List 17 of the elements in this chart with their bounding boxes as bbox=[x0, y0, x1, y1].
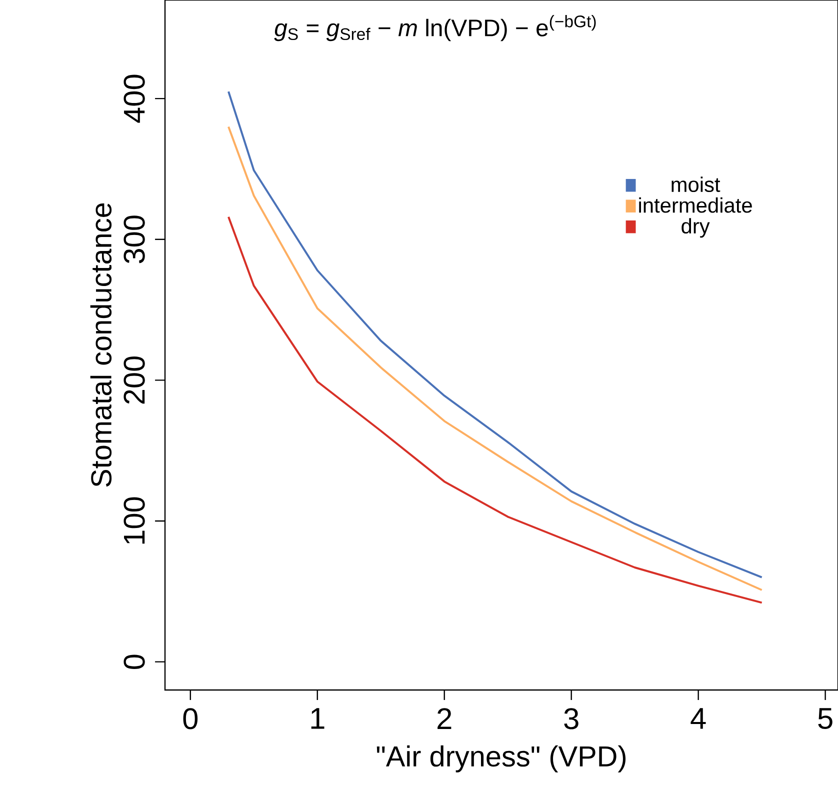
text: g$_{S}$ = g$_{Sref}$ − m ln(VPD) − e$^{(−bGt)}$ bbox=[274, 15, 596, 42]
legend-label: dry bbox=[682, 218, 710, 238]
y-tick-label: 0 bbox=[124, 654, 145, 669]
legend-label: intermediate bbox=[639, 197, 752, 213]
x-tick-label: 5 bbox=[818, 708, 832, 729]
x-tick-label: 3 bbox=[564, 708, 578, 730]
y-tick-label: 300 bbox=[124, 216, 145, 264]
y-tick-label: 200 bbox=[124, 356, 145, 404]
x-tick-label: 0 bbox=[183, 708, 198, 730]
x-tick-label: 2 bbox=[438, 708, 452, 729]
legend-label: moist bbox=[672, 176, 720, 192]
x-tick-label: 1 bbox=[311, 708, 324, 729]
y-tick-label: 400 bbox=[124, 74, 145, 123]
x-axis-title: "Air dryness" (VPD) bbox=[376, 745, 626, 772]
x-tick-label: 4 bbox=[690, 708, 706, 729]
y-tick-label: 100 bbox=[124, 497, 145, 544]
y-axis-title: Stomatal conductance bbox=[90, 203, 112, 487]
